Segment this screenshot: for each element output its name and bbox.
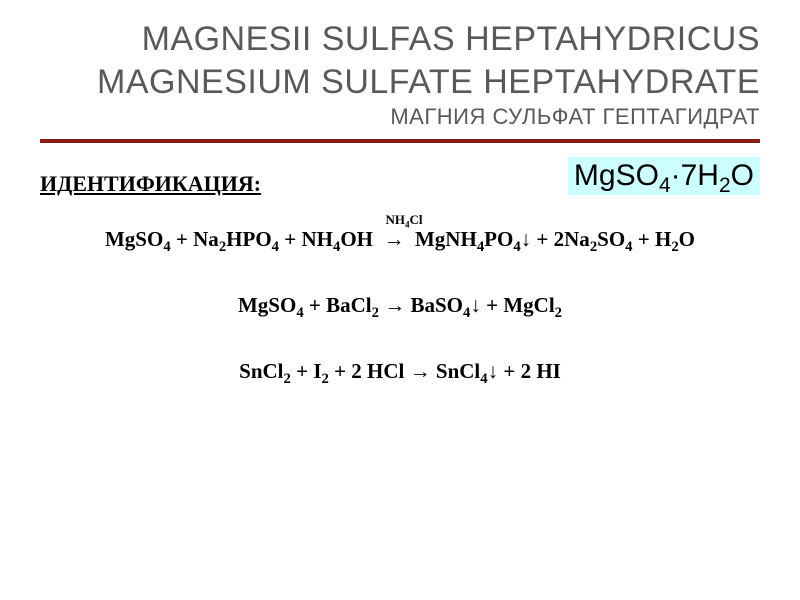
- equation-3: SnCl2 + I2 + 2 HCl → SnCl4↓ + 2 HI: [40, 357, 760, 385]
- molecular-formula: MgSO4·7H2O: [568, 157, 760, 195]
- equation-1: MgSO4 + Na2HPO4 + NH4OH NH4Cl→ MgNH4PO4↓…: [40, 225, 760, 253]
- title-block: MAGNESII SULFAS HEPTAHYDRICUS MAGNESIUM …: [40, 18, 760, 131]
- title-latin-1: MAGNESII SULFAS HEPTAHYDRICUS: [40, 18, 760, 61]
- title-russian: МАГНИЯ СУЛЬФАТ ГЕПТАГИДРАТ: [40, 103, 760, 131]
- title-latin-2: MAGNESIUM SULFATE HEPTAHYDRATE: [40, 61, 760, 104]
- horizontal-rule: [40, 139, 760, 143]
- equation-2: MgSO4 + BaCl2 → BaSO4↓ + MgCl2: [40, 291, 760, 319]
- equations-block: MgSO4 + Na2HPO4 + NH4OH NH4Cl→ MgNH4PO4↓…: [40, 225, 760, 386]
